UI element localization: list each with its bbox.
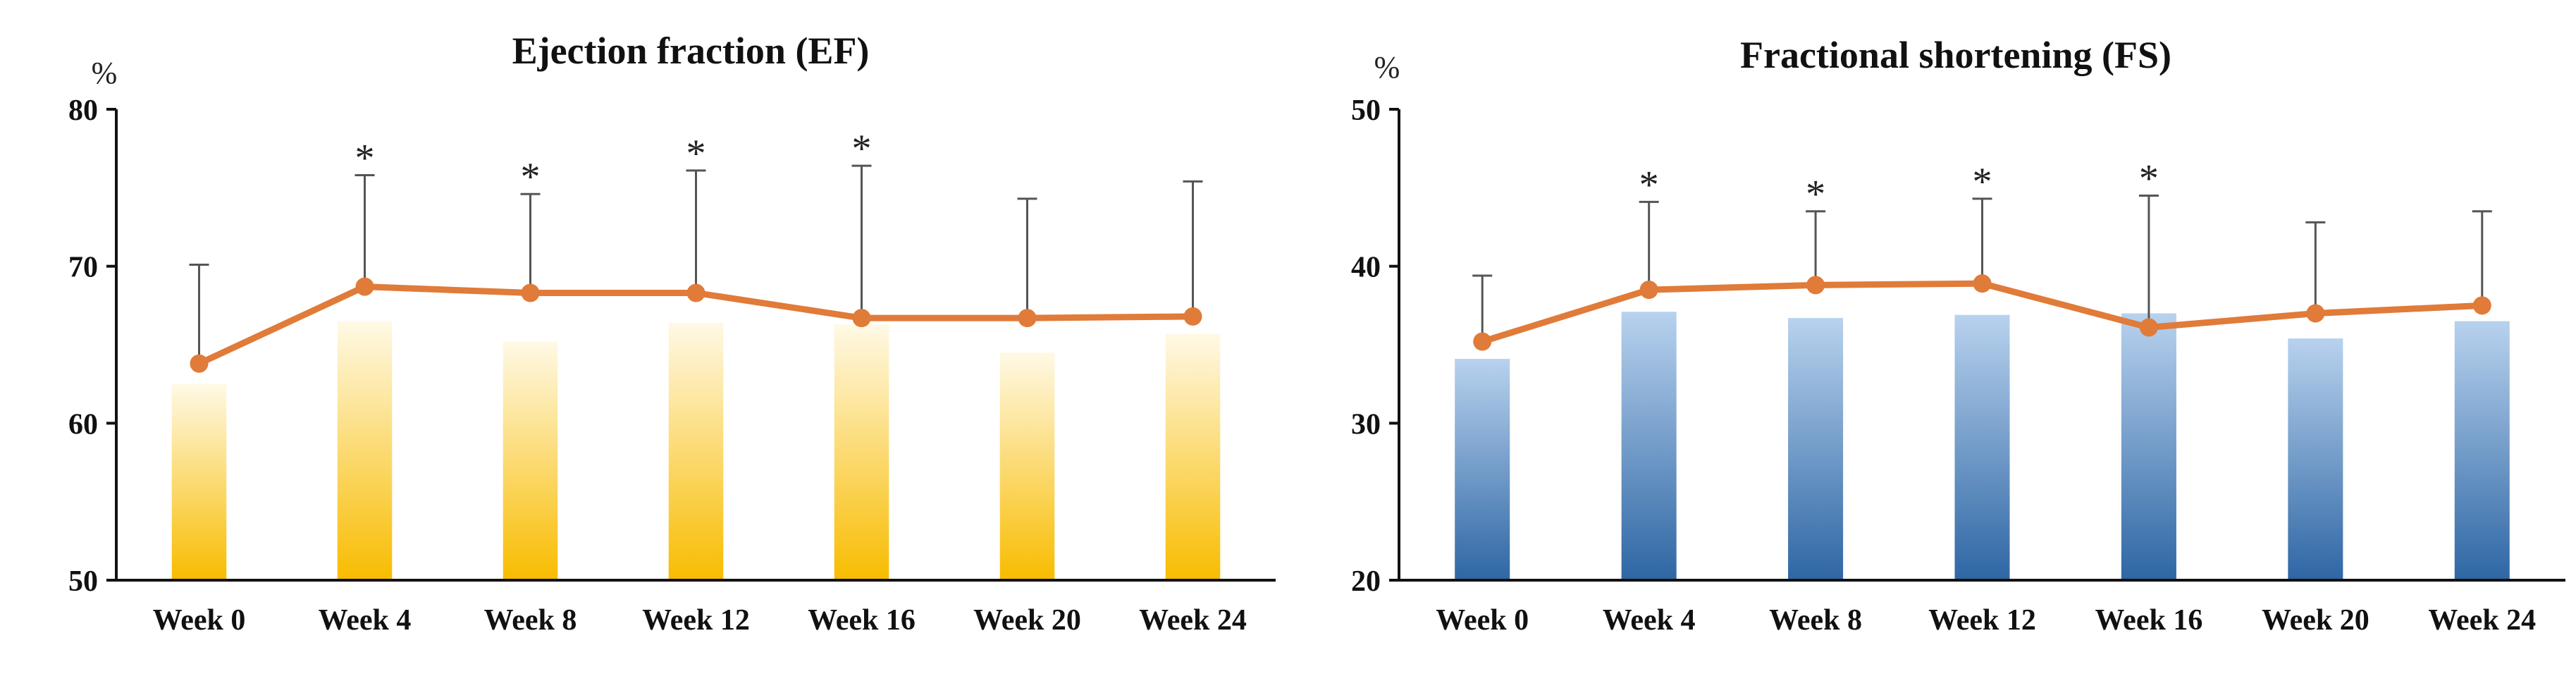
ef-bar — [171, 384, 227, 580]
fs-bar — [2288, 338, 2343, 580]
fs-bar — [1788, 318, 1844, 580]
ef-trend-line — [190, 277, 1202, 373]
ef-significance-star: * — [521, 155, 541, 199]
ef-significance-star: * — [355, 137, 375, 180]
ef-x-tick-label: Week 0 — [153, 604, 246, 637]
fs-data-point — [1473, 332, 1492, 351]
ef-significance-markers: * * * * — [355, 127, 872, 199]
ef-bar — [999, 352, 1055, 580]
ef-data-point — [852, 309, 871, 328]
fs-significance-markers: * * * * — [1639, 157, 2159, 216]
fs-trend-line — [1473, 274, 2491, 351]
fs-x-tick-label: Week 20 — [2262, 604, 2369, 637]
fs-bar — [2454, 321, 2510, 580]
ef-bar — [503, 341, 558, 580]
ef-y-tick-label: 50 — [68, 565, 98, 598]
ef-bar — [337, 321, 393, 580]
fs-data-point — [1806, 276, 1825, 295]
ef-data-point — [686, 283, 705, 302]
fs-x-tick-label: Week 16 — [2095, 604, 2203, 637]
fs-x-tick-label: Week 24 — [2428, 604, 2536, 637]
ef-y-tick-label: 70 — [68, 252, 98, 284]
ef-x-tick-label: Week 12 — [642, 604, 750, 637]
fs-x-tick-label: Week 0 — [1436, 604, 1529, 637]
fs-x-tick-label: Week 8 — [1769, 604, 1862, 637]
ef-significance-star: * — [852, 127, 872, 171]
fs-bar — [1621, 312, 1677, 580]
ef-bar — [834, 324, 889, 580]
ef-x-tick-label: Week 8 — [484, 604, 577, 637]
fs-y-tick-label: 30 — [1351, 408, 1381, 441]
ef-bars — [171, 321, 1221, 580]
ef-chart-title: Ejection fraction (EF) — [512, 30, 870, 72]
fs-x-tick-label: Week 4 — [1603, 604, 1696, 637]
ef-y-tick-label: 80 — [68, 94, 98, 127]
ef-y-tick-label: 60 — [68, 408, 98, 441]
fs-significance-star: * — [1806, 173, 1825, 216]
ef-x-tick-label: Week 4 — [319, 604, 412, 637]
fs-significance-star: * — [1639, 163, 1659, 207]
fs-bar — [2121, 313, 2176, 580]
fs-bar — [1455, 359, 1510, 580]
ef-error-bars — [189, 164, 1203, 364]
fs-y-tick-label: 50 — [1351, 94, 1381, 127]
fs-y-ticks: 20 30 40 50 — [1351, 94, 1399, 598]
fs-data-point — [2139, 318, 2158, 337]
ef-data-point — [355, 277, 374, 296]
ef-data-point — [1018, 309, 1037, 328]
ef-data-point — [1183, 307, 1202, 326]
fs-bars — [1455, 312, 2510, 580]
fs-unit-label: % — [1374, 50, 1400, 85]
ef-bar — [668, 322, 724, 580]
ef-x-tick-label: Week 20 — [973, 604, 1081, 637]
ef-chart: Ejection fraction (EF) % 50 60 70 80 Week 0… — [68, 30, 1276, 637]
fs-data-point — [1973, 274, 1992, 293]
fs-chart: Fractional shortening (FS) % 20 30 40 50 We… — [1351, 34, 2565, 637]
ef-x-tick-label: Week 24 — [1139, 604, 1247, 637]
fs-significance-star: * — [1973, 160, 1992, 204]
fs-x-tick-label: Week 12 — [1928, 604, 2036, 637]
fs-error-bars — [1472, 194, 2492, 342]
fs-bar — [1954, 314, 2010, 580]
fs-data-point — [2472, 296, 2491, 315]
fs-chart-title: Fractional shortening (FS) — [1740, 34, 2171, 76]
ef-bar — [1165, 333, 1221, 580]
fs-y-tick-label: 20 — [1351, 565, 1381, 598]
fs-x-ticks: Week 0 Week 4 Week 8 Week 12 Week 16 Week 20 W… — [1436, 604, 2536, 637]
ef-data-point — [190, 354, 209, 373]
fs-axes — [1398, 109, 2565, 582]
ef-x-ticks: Week 0 Week 4 Week 8 Week 12 Week 16 Week 20 W… — [153, 604, 1247, 637]
fs-data-point — [1639, 281, 1658, 300]
fs-data-point — [2306, 304, 2325, 323]
ef-unit-label: % — [92, 56, 118, 90]
fs-significance-star: * — [2139, 157, 2159, 200]
ef-data-point — [521, 283, 540, 302]
ef-significance-star: * — [686, 132, 706, 176]
ef-axes — [115, 109, 1276, 582]
ef-x-tick-label: Week 16 — [808, 604, 916, 637]
ef-y-ticks: 50 60 70 80 — [68, 94, 116, 598]
fs-y-tick-label: 40 — [1351, 252, 1381, 284]
